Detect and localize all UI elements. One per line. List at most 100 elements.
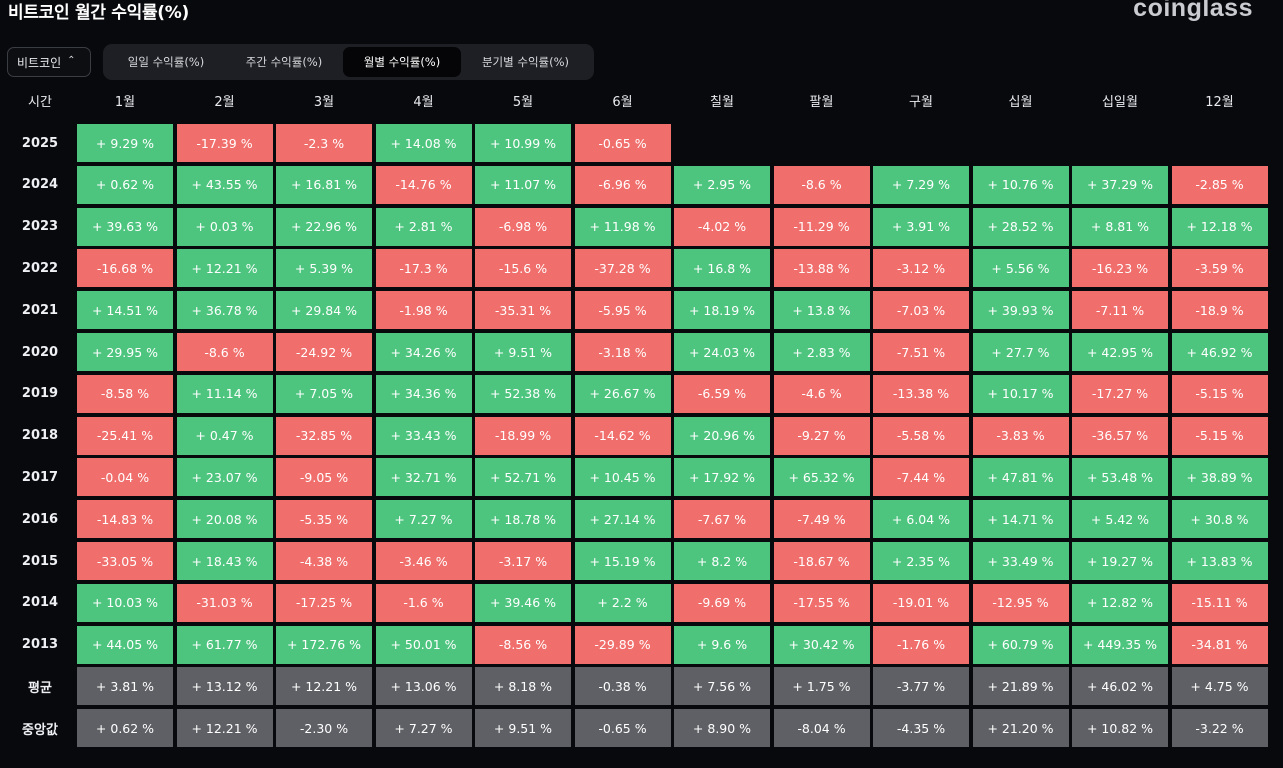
column-header-month: 5월 — [512, 94, 534, 110]
return-cell: + 39.46 % — [475, 583, 571, 622]
return-cell: + 26.67 % — [574, 374, 671, 413]
year-label: 2025 — [21, 135, 59, 151]
return-cell: -3.17 % — [475, 542, 571, 580]
return-cell: -19.01 % — [873, 583, 969, 622]
summary-cell: -3.22 % — [1171, 709, 1268, 748]
column-header-month: 칠월 — [710, 94, 734, 110]
return-cell: + 5.56 % — [972, 249, 1069, 288]
column-header-month: 십일월 — [1102, 94, 1138, 110]
column-header-month: 6월 — [612, 94, 633, 110]
summary-cell: + 13.06 % — [375, 667, 472, 706]
return-cell: -1.98 % — [375, 291, 472, 330]
return-cell: -18.67 % — [773, 542, 870, 580]
return-cell: + 7.05 % — [276, 374, 372, 413]
return-cell: + 7.29 % — [873, 165, 969, 204]
page-title: 비트코인 월간 수익률(%) — [8, 3, 189, 23]
year-label: 2014 — [21, 595, 59, 611]
return-cell: + 39.93 % — [972, 291, 1069, 330]
return-cell: -6.98 % — [475, 207, 571, 246]
summary-cell: + 21.20 % — [972, 709, 1069, 748]
return-cell: -0.65 % — [574, 124, 671, 162]
return-cell: -3.59 % — [1171, 249, 1268, 288]
return-cell: + 10.45 % — [574, 458, 671, 497]
asset-select[interactable]: 비트코인 ⌃︎ — [7, 47, 91, 77]
return-cell: + 36.78 % — [176, 291, 273, 330]
return-cell: -3.83 % — [972, 416, 1069, 455]
return-cell: + 8.2 % — [674, 542, 770, 580]
period-tabs: 일일 수익률(%) 주간 수익률(%) 월별 수익률(%) 분기별 수익률(%) — [103, 44, 594, 80]
tab-weekly-returns[interactable]: 주간 수익률(%) — [245, 55, 323, 69]
column-header-month: 2월 — [214, 94, 235, 110]
return-cell: + 22.96 % — [276, 207, 372, 246]
return-cell: -8.6 % — [773, 165, 870, 204]
year-label: 2020 — [21, 344, 59, 360]
return-cell: -1.76 % — [873, 625, 969, 664]
column-header-month: 12월 — [1205, 94, 1234, 110]
return-cell: + 27.7 % — [972, 333, 1069, 371]
year-label: 2018 — [21, 428, 59, 444]
return-cell: + 65.32 % — [773, 458, 870, 497]
summary-cell: + 12.21 % — [176, 709, 273, 748]
return-cell: -6.59 % — [674, 374, 770, 413]
return-cell: + 172.76 % — [276, 625, 372, 664]
column-header-month: 1월 — [114, 94, 136, 110]
return-cell: + 47.81 % — [972, 458, 1069, 497]
return-cell: + 60.79 % — [972, 625, 1069, 664]
return-cell: + 29.95 % — [77, 333, 173, 371]
tab-monthly-returns[interactable]: 월별 수익률(%) — [343, 47, 461, 77]
year-label: 2023 — [21, 219, 59, 235]
return-cell: -31.03 % — [176, 583, 273, 622]
return-cell: -25.41 % — [77, 416, 173, 455]
return-cell: + 11.98 % — [574, 207, 671, 246]
return-cell: -3.18 % — [574, 333, 671, 371]
return-cell: -9.05 % — [276, 458, 372, 497]
return-cell: + 38.89 % — [1171, 458, 1268, 497]
return-cell: -13.88 % — [773, 249, 870, 288]
return-cell: + 16.81 % — [276, 165, 372, 204]
column-header-month: 십월 — [1008, 94, 1033, 110]
return-cell: + 10.99 % — [475, 124, 571, 162]
return-cell: + 20.96 % — [674, 416, 770, 455]
return-cell: -18.9 % — [1171, 291, 1268, 330]
return-cell: + 9.51 % — [475, 333, 571, 371]
return-cell: -17.39 % — [176, 124, 273, 162]
return-cell: + 34.26 % — [375, 333, 472, 371]
return-cell: + 5.39 % — [276, 249, 372, 288]
return-cell: + 32.71 % — [375, 458, 472, 497]
return-cell: -12.95 % — [972, 583, 1069, 622]
summary-cell: + 1.75 % — [773, 667, 870, 706]
return-cell: -3.12 % — [873, 249, 969, 288]
return-cell: -9.27 % — [773, 416, 870, 455]
tab-quarterly-returns[interactable]: 분기별 수익률(%) — [481, 55, 570, 69]
return-cell: + 18.78 % — [475, 500, 571, 539]
return-cell: + 2.35 % — [873, 542, 969, 580]
year-label: 2021 — [21, 302, 59, 318]
return-cell: -16.68 % — [77, 249, 173, 288]
return-cell: + 9.6 % — [674, 625, 770, 664]
return-cell: -35.31 % — [475, 291, 571, 330]
return-cell: + 18.43 % — [176, 542, 273, 580]
return-cell: + 50.01 % — [375, 625, 472, 664]
return-cell: + 14.08 % — [375, 124, 472, 162]
summary-cell: + 7.56 % — [674, 667, 770, 706]
up-down-chevron-icon: ⌃︎ — [67, 55, 76, 66]
summary-cell: + 21.89 % — [972, 667, 1069, 706]
return-cell: -24.92 % — [276, 333, 372, 371]
column-header-month: 팔월 — [809, 94, 834, 110]
return-cell: -29.89 % — [574, 625, 671, 664]
return-cell: + 2.2 % — [574, 583, 671, 622]
return-cell: + 52.38 % — [475, 374, 571, 413]
tab-daily-returns[interactable]: 일일 수익률(%) — [127, 55, 205, 69]
return-cell: -0.04 % — [77, 458, 173, 497]
return-cell: + 9.29 % — [77, 124, 173, 162]
return-cell: + 14.51 % — [77, 291, 173, 330]
summary-cell: + 12.21 % — [276, 667, 372, 706]
return-cell: -32.85 % — [276, 416, 372, 455]
return-cell: -17.55 % — [773, 583, 870, 622]
return-cell: -8.56 % — [475, 625, 571, 664]
return-cell: -4.38 % — [276, 542, 372, 580]
return-cell: -7.03 % — [873, 291, 969, 330]
return-cell: -14.62 % — [574, 416, 671, 455]
return-cell: + 13.8 % — [773, 291, 870, 330]
column-header-month: 구월 — [909, 94, 933, 110]
